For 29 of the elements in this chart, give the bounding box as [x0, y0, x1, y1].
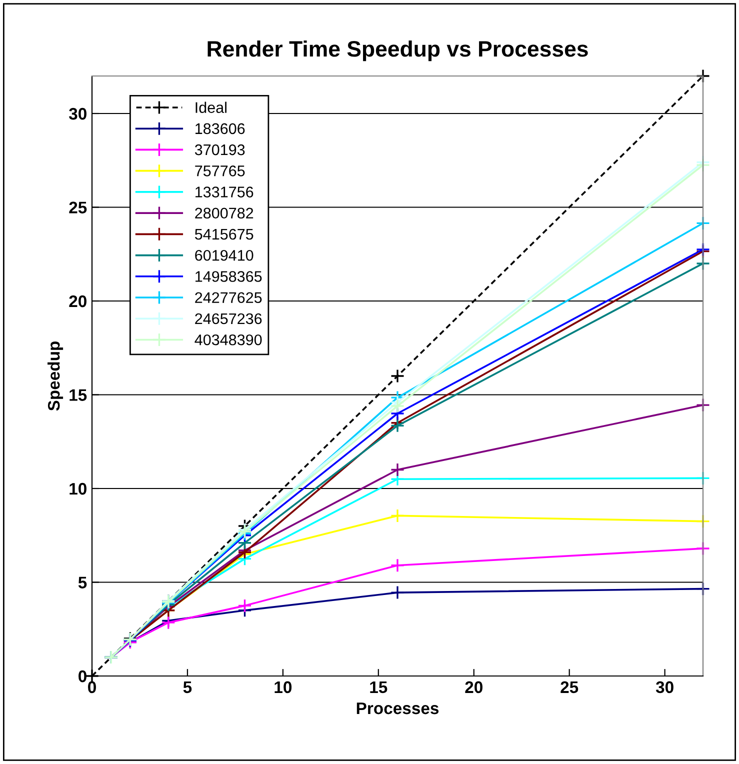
- y-axis-title: Speedup: [48, 341, 64, 411]
- x-tick-label: 5: [183, 681, 192, 694]
- y-tick-label: 20: [69, 295, 86, 308]
- chart-title: Render Time Speedup vs Processes: [208, 40, 588, 62]
- legend-label: 6019410: [195, 250, 254, 261]
- legend-label: 24277625: [195, 292, 262, 304]
- y-tick-label: 25: [69, 202, 87, 214]
- y-tick-label: 30: [68, 108, 86, 120]
- x-axis-title: Processes: [356, 702, 439, 714]
- x-tick-label: 20: [465, 681, 482, 694]
- legend-label: 5415675: [194, 228, 254, 240]
- legend-label: 2800782: [195, 208, 254, 219]
- legend-label: 40348390: [194, 334, 262, 346]
- x-tick-label: 15: [370, 681, 388, 694]
- legend-label: 14958365: [196, 271, 262, 282]
- x-tick-label: 0: [88, 681, 96, 694]
- x-tick-label: 25: [560, 681, 578, 694]
- y-tick-label: 0: [78, 670, 86, 682]
- x-tick-label: 10: [274, 681, 292, 694]
- legend-label: 24657236: [195, 313, 262, 324]
- legend-label: Ideal: [196, 102, 226, 113]
- y-tick-label: 5: [78, 576, 87, 588]
- x-tick-label: 30: [656, 681, 674, 694]
- legend-label: 1331756: [196, 186, 254, 198]
- legend-label: 370193: [194, 144, 245, 156]
- legend-label: 757765: [195, 166, 245, 176]
- legend-label: 183606: [196, 123, 245, 134]
- y-tick-label: 15: [70, 389, 87, 401]
- y-tick-label: 10: [70, 482, 86, 495]
